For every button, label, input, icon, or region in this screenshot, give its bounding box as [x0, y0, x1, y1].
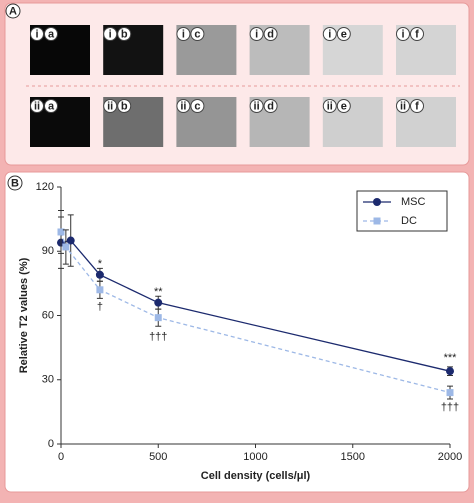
label-circle: [117, 99, 132, 113]
x-tick-label: 500: [149, 451, 167, 463]
image-grid: i a i b i c i d i e i fii a ii b ii c ii d ii e ii f: [30, 25, 456, 147]
row-label: ii: [34, 100, 40, 112]
panel-b-box: [4, 171, 470, 493]
column-label: b: [121, 28, 128, 40]
label-circle: [30, 27, 44, 41]
point: [154, 298, 163, 307]
y-tick-label: 30: [42, 374, 54, 386]
point: [446, 367, 454, 376]
row-label: i: [255, 28, 258, 40]
label-circle: [263, 27, 278, 41]
annotation: ***: [444, 352, 458, 364]
point: [57, 228, 65, 236]
row-label: i: [328, 28, 331, 40]
row-label: i: [35, 28, 38, 40]
label-circle: [410, 27, 424, 41]
row-label: i: [182, 28, 185, 40]
row-label: ii: [400, 100, 406, 112]
label-circle: [249, 27, 264, 41]
legend-label: MSC: [401, 196, 426, 208]
label-circle: [322, 27, 337, 41]
label-circle: [117, 27, 132, 41]
y-tick-label: 0: [48, 438, 54, 450]
panel-label: B: [11, 177, 19, 189]
legend-label: DC: [401, 215, 417, 227]
legend-marker: [373, 217, 381, 225]
legend-marker: [373, 198, 381, 206]
x-tick-label: 1500: [341, 451, 365, 463]
point: [446, 389, 454, 397]
y-tick-label: 120: [36, 181, 54, 193]
x-tick-label: 1000: [243, 451, 267, 463]
row-label: ii: [327, 100, 333, 112]
label-circle: [249, 99, 264, 113]
row-label: ii: [107, 100, 113, 112]
label-circle: [410, 99, 424, 113]
y-axis-title: Relative T2 values (%): [18, 257, 30, 373]
column-label: b: [121, 100, 128, 112]
label-circle: [190, 27, 205, 41]
label-circle: [44, 27, 58, 41]
annotation: *: [98, 258, 103, 270]
column-label: e: [341, 28, 347, 40]
panel-label: A: [9, 5, 17, 17]
label-circle: [263, 99, 278, 113]
point: [62, 243, 70, 251]
plot: 0 30 60 90 120 0 500 1000 1500 2000 Cell density (…: [18, 181, 462, 482]
label-circle: [396, 27, 410, 41]
annotation: †††: [149, 331, 167, 343]
column-label: c: [194, 28, 200, 40]
y-tick-label: 60: [42, 309, 54, 321]
annotation: †: [97, 301, 103, 313]
column-label: a: [48, 28, 55, 40]
label-circle: [336, 27, 351, 41]
annotation: †††: [441, 401, 459, 413]
label-circle: [190, 99, 205, 113]
legend-box: [356, 190, 448, 232]
x-tick-label: 2000: [438, 451, 462, 463]
column-label: a: [48, 100, 55, 112]
column-label: c: [194, 100, 200, 112]
column-label: e: [341, 100, 347, 112]
row-label: ii: [180, 100, 186, 112]
row-label: i: [401, 28, 404, 40]
column-label: f: [415, 100, 419, 112]
label-circle: [336, 99, 351, 113]
point: [154, 314, 162, 322]
point: [96, 286, 104, 294]
annotation: **: [154, 286, 163, 298]
column-label: d: [267, 100, 274, 112]
label-circle: [396, 99, 410, 113]
label-circle: [176, 99, 191, 113]
label-circle: [322, 99, 337, 113]
column-label: f: [415, 28, 419, 40]
row-label: i: [109, 28, 112, 40]
point: [66, 236, 75, 245]
label-circle: [30, 99, 44, 113]
label-circle: [44, 99, 58, 113]
label-circle: [103, 99, 118, 113]
label-circle: [176, 27, 191, 41]
panel-label-circle: [7, 175, 23, 191]
x-tick-label: 0: [58, 451, 64, 463]
point: [95, 270, 104, 279]
x-axis-title: Cell density (cells/μl): [201, 470, 311, 482]
row-label: ii: [254, 100, 260, 112]
panel-label-circle: [5, 3, 21, 19]
label-circle: [103, 27, 118, 41]
column-label: d: [267, 28, 274, 40]
y-tick-label: 90: [42, 245, 54, 257]
